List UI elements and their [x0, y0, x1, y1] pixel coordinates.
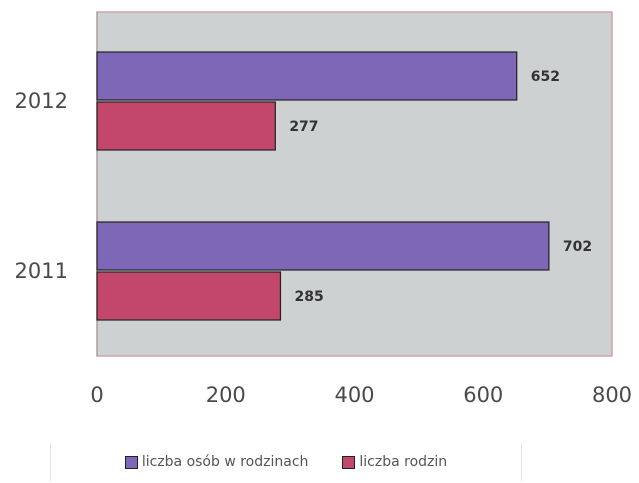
x-tick-label-0: 0	[90, 383, 103, 407]
bar-2012-rodzin	[96, 101, 276, 151]
x-tick-label-400: 400	[334, 383, 374, 407]
bar-2012-osob	[96, 51, 518, 101]
data-label-2012-rodzin: 277	[289, 119, 318, 135]
bar-2011-rodzin	[96, 271, 282, 321]
legend-label-rodzin: liczba rodzin	[359, 454, 448, 470]
x-tick-label-200: 200	[206, 383, 246, 407]
legend-swatch-osob	[124, 455, 138, 469]
bar-2011-osob	[96, 221, 550, 271]
legend-item-osob: liczba osób w rodzinach	[124, 454, 309, 470]
data-label-2011-osob: 702	[563, 239, 592, 255]
legend-item-rodzin: liczba rodzin	[342, 454, 447, 470]
x-tick-label-600: 600	[463, 383, 503, 407]
legend-label-osob: liczba osób w rodzinach	[141, 454, 309, 470]
y-tick-label-2012: 2012	[15, 89, 68, 113]
data-label-2011-rodzin: 285	[294, 289, 323, 305]
y-tick-label-2011: 2011	[15, 259, 68, 283]
legend: liczba osób w rodzinach liczba rodzin	[50, 443, 522, 481]
data-label-2012-osob: 652	[531, 69, 560, 85]
x-tick-label-800: 800	[592, 383, 632, 407]
legend-swatch-rodzin	[342, 455, 356, 469]
